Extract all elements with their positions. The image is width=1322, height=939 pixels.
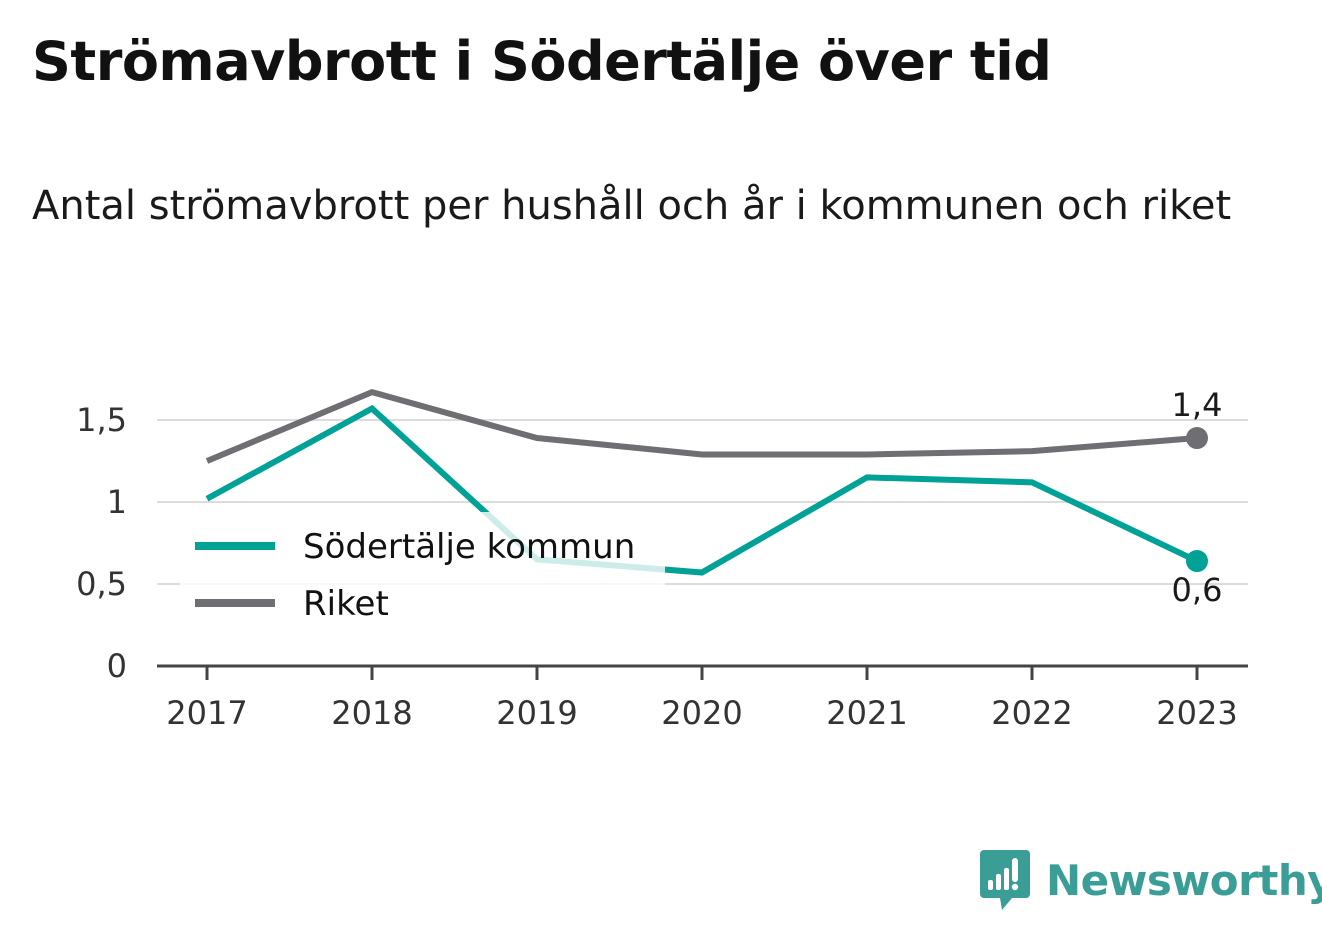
series-lines <box>205 388 1199 576</box>
series-end-marker <box>1186 427 1208 450</box>
legend: Södertälje kommun Riket <box>180 512 665 632</box>
y-tick-label: 1 <box>107 483 127 521</box>
x-tick-label: 2017 <box>166 694 247 732</box>
x-tick-label: 2018 <box>331 694 412 732</box>
series-end-label: 1,4 <box>1172 386 1223 424</box>
y-tick-label: 1,5 <box>76 401 127 439</box>
legend-label-sodertalje: Södertälje kommun <box>303 527 635 567</box>
chart-title: Strömavbrott i Södertälje över tid <box>32 30 1052 93</box>
series-end-marker <box>1186 550 1208 573</box>
x-tick-label: 2023 <box>1156 694 1237 732</box>
x-tick-label: 2022 <box>991 694 1072 732</box>
y-tick-label: 0,5 <box>76 565 127 603</box>
x-tick-label: 2020 <box>661 694 742 732</box>
newsworthy-logo: Newsworthy <box>980 850 1322 910</box>
series-line <box>205 388 1198 464</box>
x-tick-label: 2021 <box>826 694 907 732</box>
y-axis-ticks: 0 0,5 1 1,5 <box>76 401 127 685</box>
logo-text: Newsworthy <box>1046 855 1322 905</box>
bar-chart-speech-bubble-icon <box>980 850 1030 910</box>
x-axis-ticks: 2017 2018 2019 2020 2021 2022 2023 <box>166 666 1238 732</box>
series-line <box>205 404 1199 576</box>
legend-background <box>180 512 665 632</box>
series-end-label: 0,6 <box>1172 571 1223 609</box>
end-markers: 1,4 0,6 <box>1172 386 1223 609</box>
y-tick-label: 0 <box>107 647 127 685</box>
legend-label-riket: Riket <box>303 584 389 624</box>
x-tick-label: 2019 <box>496 694 577 732</box>
chart-subtitle: Antal strömavbrott per hushåll och år i … <box>32 183 1232 229</box>
